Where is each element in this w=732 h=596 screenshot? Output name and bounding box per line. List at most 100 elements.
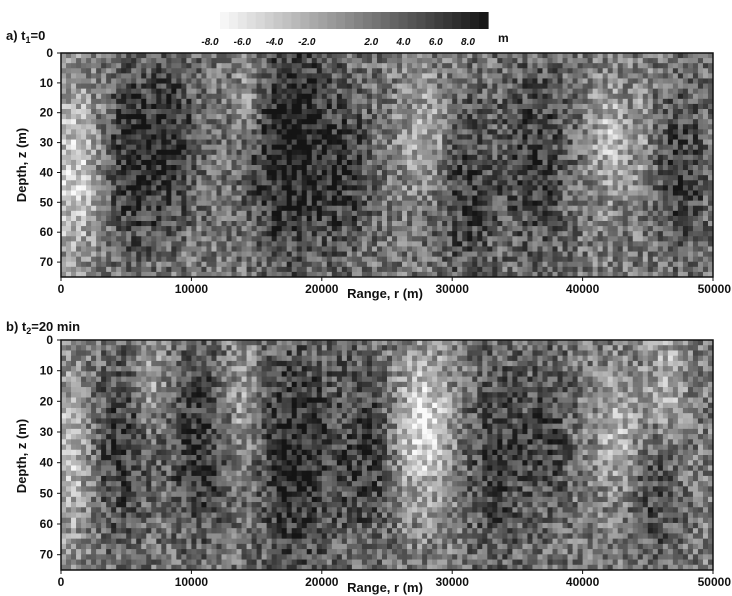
heatmap-cell <box>381 170 388 176</box>
heatmap-cell <box>517 83 523 90</box>
heatmap-cell <box>116 205 122 212</box>
heatmap-cell <box>181 190 187 196</box>
heatmap-cell <box>412 134 418 140</box>
heatmap-cell <box>702 103 709 110</box>
heatmap-cell <box>397 159 403 166</box>
heatmap-cell <box>96 195 102 202</box>
heatmap-cell <box>91 246 97 252</box>
heatmap-cell <box>672 63 679 69</box>
heatmap-cell <box>356 144 363 151</box>
heatmap-cell <box>562 165 568 171</box>
heatmap-cell <box>547 93 553 100</box>
heatmap-cell <box>457 236 463 242</box>
heatmap-cell <box>647 241 654 247</box>
heatmap-cell <box>116 185 122 191</box>
heatmap-cell <box>156 144 162 151</box>
heatmap-cell <box>381 210 388 217</box>
heatmap-cell <box>226 154 232 161</box>
heatmap-cell <box>607 73 614 79</box>
heatmap-cell <box>672 221 679 227</box>
heatmap-cell <box>417 53 423 59</box>
heatmap-cell <box>346 83 353 90</box>
heatmap-cell <box>186 165 192 171</box>
heatmap-cell <box>171 103 177 110</box>
heatmap-cell <box>702 83 709 90</box>
heatmap-cell <box>216 221 222 227</box>
heatmap-cell <box>236 144 242 151</box>
heatmap-cell <box>552 195 558 202</box>
heatmap-cell <box>457 98 463 105</box>
heatmap-cell <box>281 53 288 59</box>
heatmap-cell <box>652 93 659 100</box>
heatmap-cell <box>191 53 197 59</box>
heatmap-cell <box>101 98 107 105</box>
heatmap-cell <box>271 185 278 191</box>
heatmap-cell <box>266 170 273 176</box>
heatmap-cell <box>447 205 453 212</box>
heatmap-cell <box>116 53 122 59</box>
heatmap-cell <box>86 124 92 130</box>
heatmap-cell <box>256 68 263 74</box>
heatmap-cell <box>412 215 418 222</box>
heatmap-cell <box>467 144 473 151</box>
heatmap-cell <box>582 63 589 69</box>
heatmap-cell <box>632 114 639 120</box>
heatmap-cell <box>597 236 604 242</box>
heatmap-cell <box>427 83 433 90</box>
heatmap-cell <box>402 103 408 110</box>
heatmap-cell <box>186 78 192 84</box>
heatmap-cell <box>366 185 373 191</box>
heatmap-cell <box>607 114 614 120</box>
heatmap-cell <box>387 175 393 181</box>
heatmap-cell <box>366 195 373 202</box>
heatmap-cell <box>381 215 388 222</box>
heatmap-cell <box>467 170 473 176</box>
heatmap-cell <box>662 185 669 191</box>
heatmap-cell <box>76 159 82 166</box>
heatmap-cell <box>692 58 699 64</box>
heatmap-cell <box>271 129 278 135</box>
heatmap-cell <box>677 149 684 156</box>
heatmap-cell <box>171 170 177 176</box>
heatmap-cell <box>527 144 533 151</box>
heatmap-cell <box>171 124 177 130</box>
heatmap-cell <box>482 200 488 207</box>
heatmap-cell <box>522 78 528 84</box>
heatmap-cell <box>402 159 408 166</box>
heatmap-cell <box>156 190 162 196</box>
colorbar-swatch <box>434 12 444 29</box>
heatmap-cell <box>256 83 263 90</box>
heatmap-cell <box>442 109 448 115</box>
heatmap-cell <box>477 190 483 196</box>
heatmap-cell <box>442 149 448 156</box>
heatmap-cell <box>517 221 523 227</box>
heatmap-cell <box>106 73 112 79</box>
heatmap-cell <box>482 180 488 186</box>
heatmap-cell <box>652 200 659 207</box>
heatmap-cell <box>216 175 222 181</box>
heatmap-cell <box>527 98 533 105</box>
heatmap-cell <box>632 93 639 100</box>
heatmap-cell <box>336 170 343 176</box>
heatmap-cell <box>642 58 649 64</box>
heatmap-cell <box>376 73 383 79</box>
heatmap-cell <box>71 139 77 146</box>
heatmap-cell <box>442 195 448 202</box>
heatmap-cell <box>191 114 197 120</box>
heatmap-cell <box>281 231 288 237</box>
heatmap-cell <box>567 144 573 151</box>
heatmap-cell <box>151 119 157 125</box>
heatmap-cell <box>241 119 247 125</box>
heatmap-cell <box>527 124 533 130</box>
heatmap-cell <box>336 83 343 90</box>
heatmap-cell <box>607 149 614 156</box>
heatmap-cell <box>261 170 268 176</box>
heatmap-cell <box>191 119 197 125</box>
heatmap-cell <box>617 205 624 212</box>
heatmap-cell <box>96 114 102 120</box>
heatmap-cell <box>266 93 273 100</box>
heatmap-cell <box>371 231 378 237</box>
heatmap-cell <box>191 180 197 186</box>
heatmap-cell <box>301 63 308 69</box>
heatmap-cell <box>417 185 423 191</box>
